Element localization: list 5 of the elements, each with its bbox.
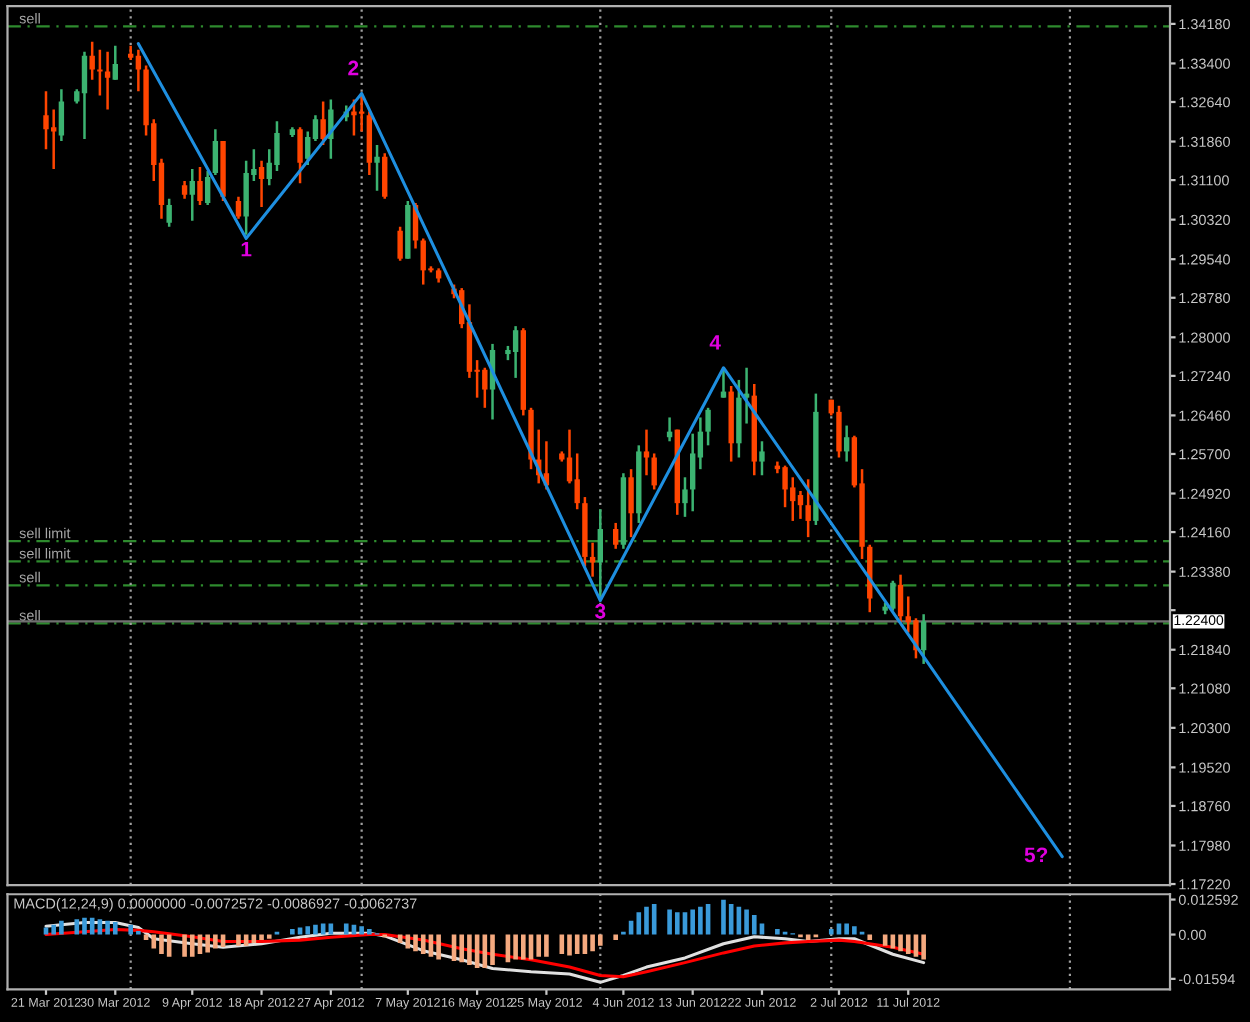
annotation: 1 [241,241,252,257]
annotation: 2 [348,60,359,76]
annotation: 3 [594,603,606,619]
annotation: 5? [1024,847,1048,863]
annotation: 4 [709,335,721,350]
